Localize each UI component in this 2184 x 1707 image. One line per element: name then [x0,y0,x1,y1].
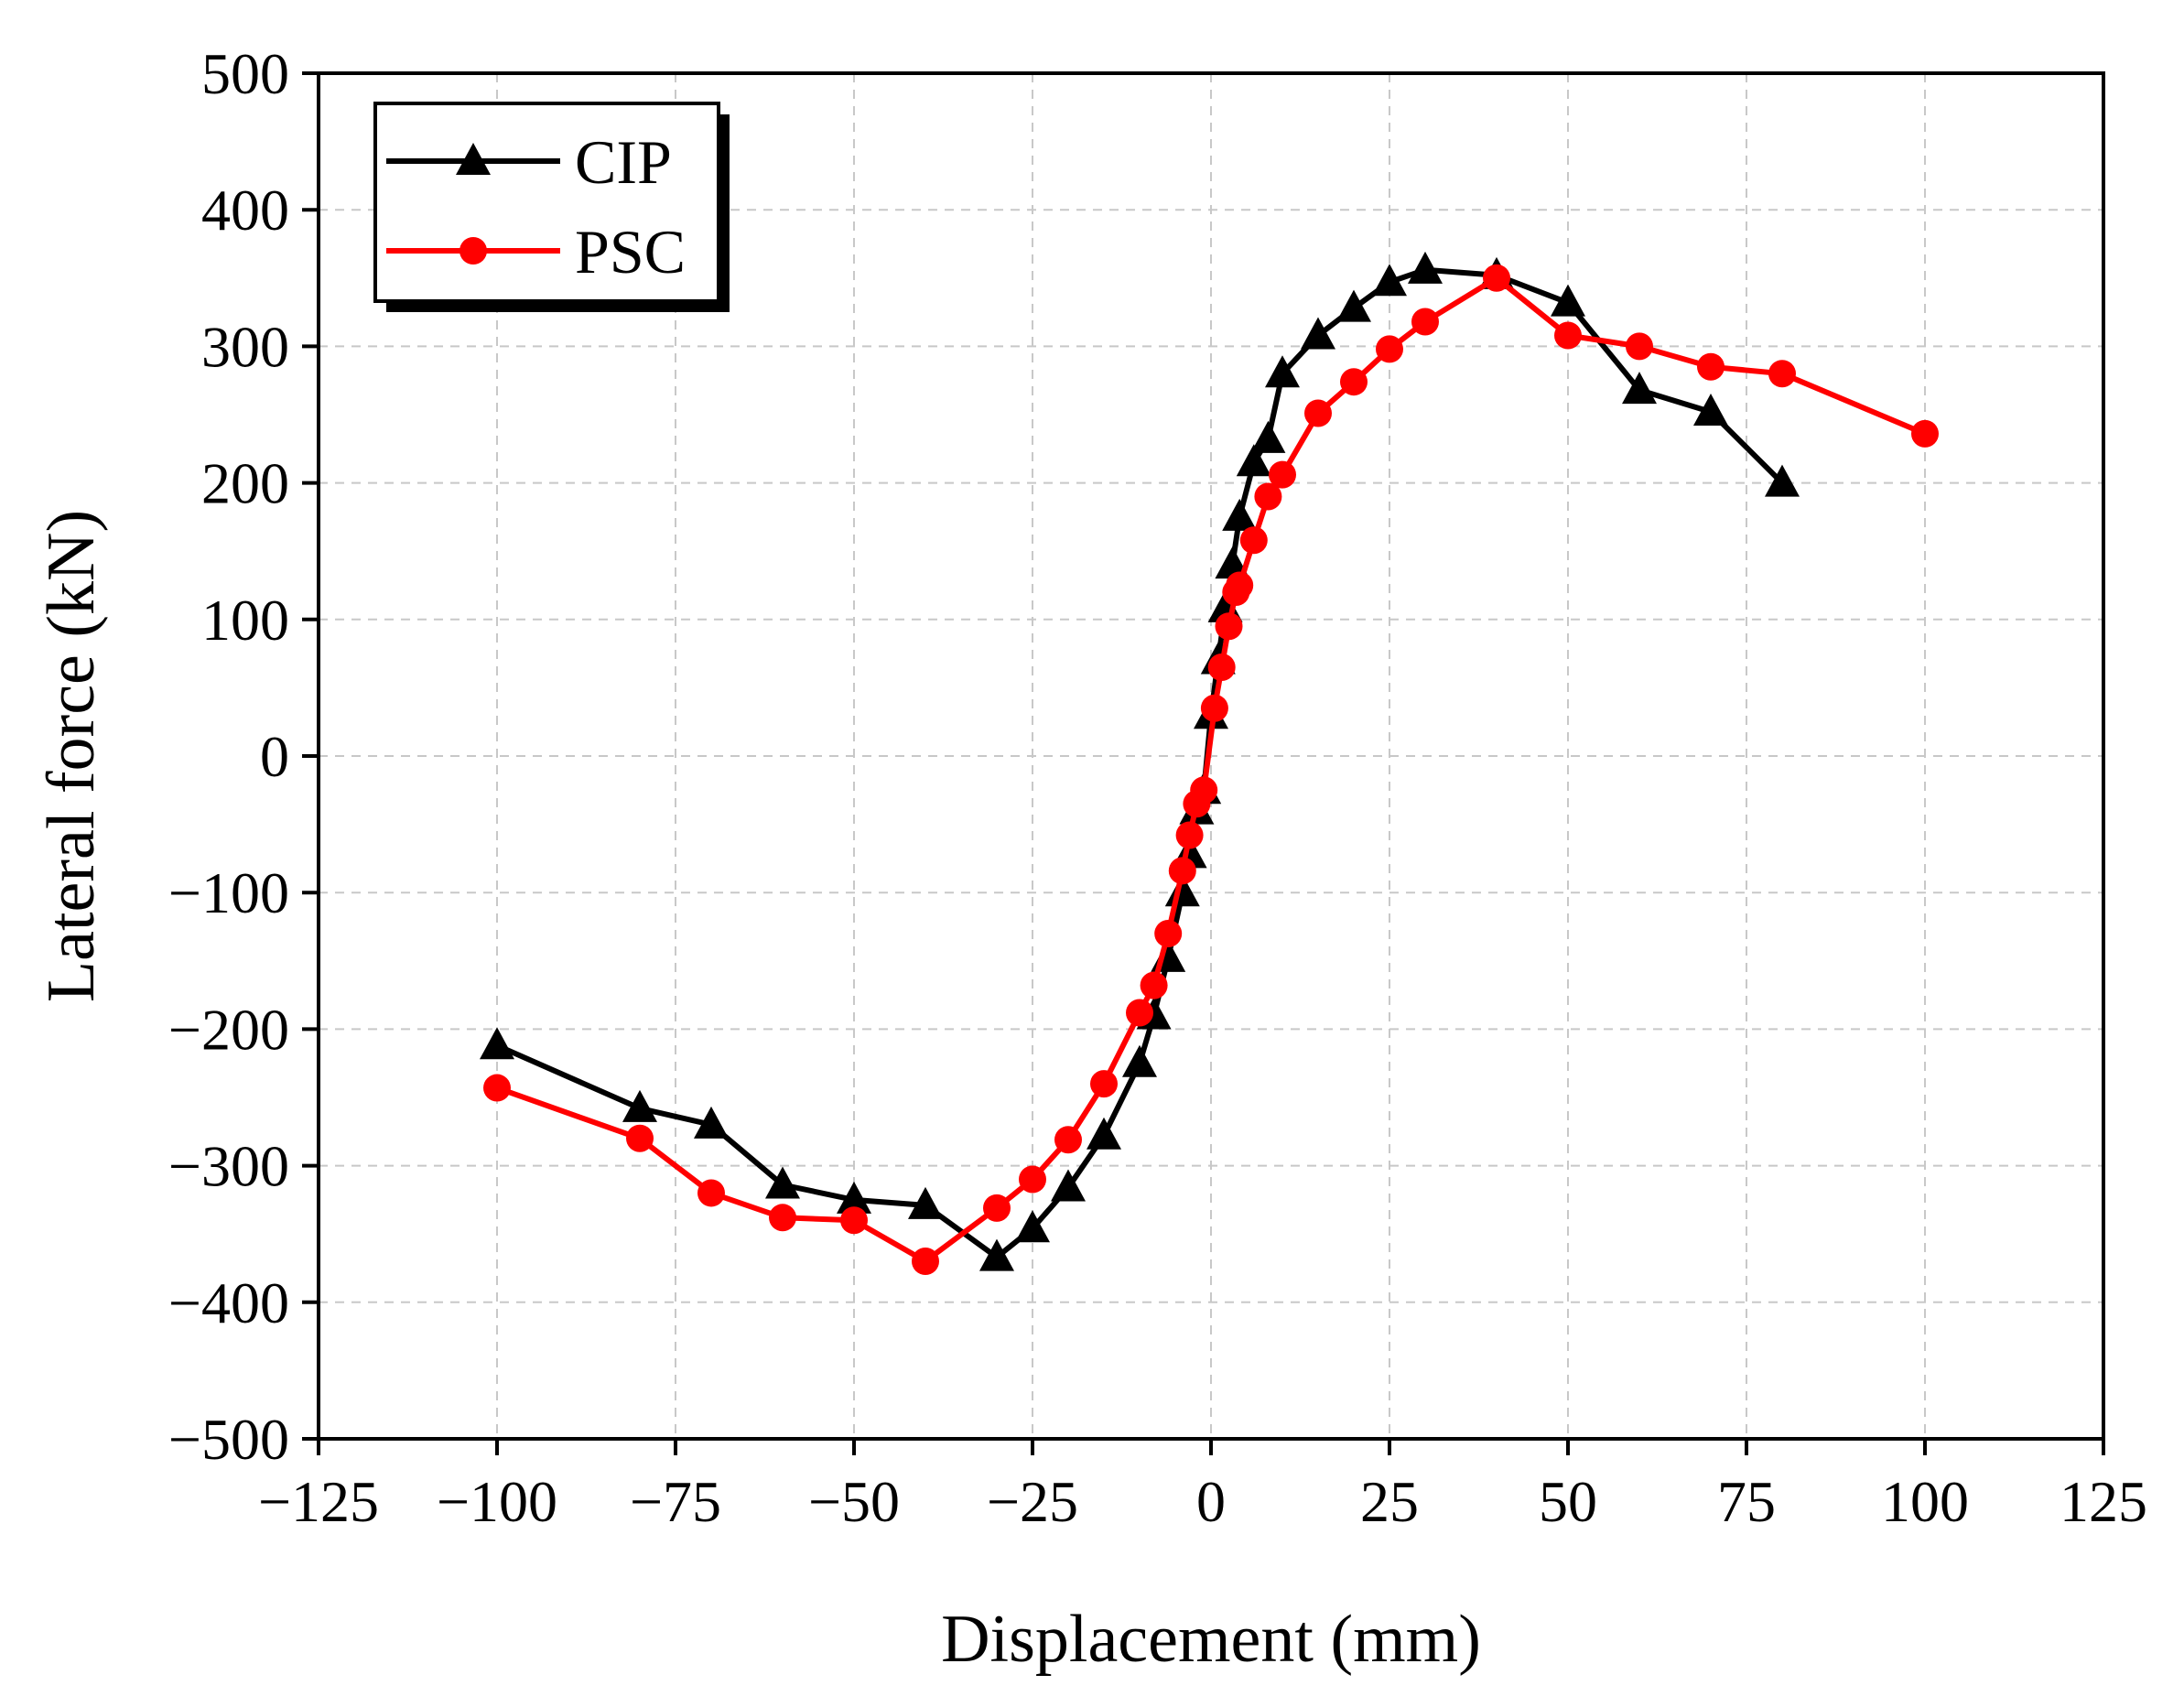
y-axis-title: Lateral force (kN) [34,510,109,1002]
data-point-cip [694,1106,729,1139]
y-tick-label: −200 [168,997,289,1062]
data-point-psc [1019,1165,1046,1194]
data-point-cip [1236,444,1271,477]
data-point-psc [1340,368,1368,396]
series-cip [480,251,1800,1271]
x-tick-label: 75 [1717,1469,1776,1534]
data-point-psc [1200,694,1228,722]
data-point-psc [1168,857,1196,885]
x-tick-label: 100 [1881,1469,1969,1534]
x-axis-title: Displacement (mm) [941,1602,1481,1677]
y-tick-label: −400 [168,1270,289,1335]
series-layer [480,251,1939,1276]
data-point-cip [622,1089,657,1122]
grid-lines [319,73,2103,1439]
x-tick-label: −125 [258,1469,379,1534]
data-point-cip [1408,251,1443,284]
x-tick-label: −50 [808,1469,900,1534]
x-tick-label: 0 [1196,1469,1226,1534]
y-tick-label: 400 [201,178,289,243]
data-point-cip [765,1166,800,1199]
legend: CIP PSC [373,102,730,312]
data-point-psc [1911,419,1939,448]
data-point-psc [840,1206,868,1235]
y-tick-label: −100 [168,860,289,925]
data-point-psc [912,1248,939,1276]
data-point-psc [1376,335,1403,363]
data-point-cip [1015,1210,1050,1243]
data-point-psc [1207,654,1236,682]
data-point-psc [1483,264,1510,292]
data-point-psc [1175,821,1204,849]
data-point-psc [1626,332,1653,361]
data-point-psc [1140,971,1168,999]
y-tick-label: −500 [168,1407,289,1472]
data-point-cip [1222,498,1258,531]
series-line-cip [495,266,1785,1260]
data-point-cip [979,1238,1014,1271]
x-tick-label: 50 [1539,1469,1597,1534]
y-tick-label: 0 [260,724,289,789]
data-point-cip [1336,289,1371,322]
x-tick-label: −25 [987,1469,1078,1534]
data-point-psc [1054,1126,1082,1154]
y-tick-label: 100 [201,588,289,653]
data-point-psc [1239,526,1268,555]
y-tick-label: 300 [201,314,289,379]
data-point-psc [1768,360,1796,388]
data-point-cip [1301,317,1335,350]
data-point-psc [1554,321,1582,350]
data-point-psc [483,1074,511,1102]
data-point-psc [1190,776,1218,805]
x-axis-ticks: −125 −100 −75 −50 −25 0 25 50 75 100 125 [258,1439,2147,1534]
x-tick-label: 125 [2060,1469,2147,1534]
legend-marker [460,237,487,265]
y-tick-label: 200 [201,451,289,516]
data-point-psc [1411,308,1439,336]
data-point-psc [626,1124,654,1152]
x-tick-label: −75 [630,1469,721,1534]
y-tick-label: −300 [168,1134,289,1199]
data-point-psc [1697,352,1724,381]
data-point-cip [1265,355,1300,388]
data-point-cip [1051,1169,1086,1202]
data-point-psc [769,1204,796,1232]
data-point-cip [480,1027,514,1060]
legend-box [373,102,720,303]
legend-label: PSC [575,217,686,286]
data-point-psc [1254,482,1282,511]
data-point-cip [837,1181,871,1214]
legend-item-cip: CIP [386,127,672,197]
legend-items: CIP PSC [386,127,686,286]
data-point-cip [1372,264,1407,297]
data-point-cip [1622,372,1657,405]
legend-marker [456,143,491,175]
data-point-psc [1304,399,1332,427]
data-point-psc [1154,919,1183,947]
data-point-psc [1126,999,1153,1027]
data-point-psc [1090,1070,1118,1098]
data-point-cip [1693,394,1728,427]
data-point-cip [1122,1044,1157,1077]
data-point-cip [1215,546,1250,579]
x-tick-label: 25 [1360,1469,1419,1534]
data-point-cip [908,1186,943,1219]
series-psc [483,264,1939,1276]
data-point-cip [1551,284,1585,317]
data-point-cip [1765,464,1800,497]
data-point-psc [1215,612,1243,641]
legend-item-psc: PSC [386,217,686,286]
data-point-cip [1087,1117,1121,1150]
y-tick-label: 500 [201,41,289,106]
x-tick-label: −100 [437,1469,557,1534]
legend-label: CIP [575,127,672,197]
y-axis-ticks: −500 −400 −300 −200 −100 0 100 200 300 400 500 [168,41,319,1472]
data-point-psc [1226,571,1254,600]
data-point-psc [1269,460,1296,489]
data-point-psc [983,1194,1011,1222]
data-point-cip [1250,420,1286,453]
data-point-psc [697,1179,725,1207]
